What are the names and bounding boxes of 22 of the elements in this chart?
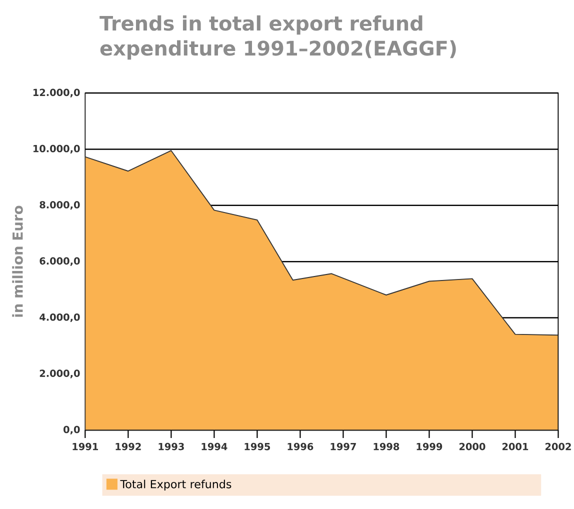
x-tick-label: 1998 [374,442,400,450]
x-tick-label: 1997 [330,442,356,450]
y-tick-label: 0,0 [64,426,80,434]
y-tick-label: 4.000,0 [40,313,80,322]
x-tick-label: 1996 [288,442,314,450]
x-tick-label: 1992 [116,442,141,450]
y-tick-label: 2.000,0 [40,370,80,378]
x-tick-label: 1999 [416,442,442,450]
y-tick-label: 10.000,0 [33,144,80,154]
legend-label: Total Export refunds [120,480,232,490]
x-tick-label: 1995 [244,442,270,450]
y-tick-label: 6.000,0 [40,257,80,266]
y-tick-label: 12.000,0 [33,88,80,98]
x-tick-label: 2000 [459,442,486,450]
x-tick-label: 2002 [546,442,571,450]
y-tick-label: 8.000,0 [40,201,80,210]
y-axis-title: in million Euro [12,206,23,317]
x-tick-label: 1991 [72,442,98,450]
chart-title: Trends in total export refund expenditure 1991–2002(EAGGF) [100,15,456,60]
x-tick-label: 1994 [202,442,228,450]
x-tick-label: 1993 [158,442,184,450]
x-tick-label: 2001 [502,442,528,450]
